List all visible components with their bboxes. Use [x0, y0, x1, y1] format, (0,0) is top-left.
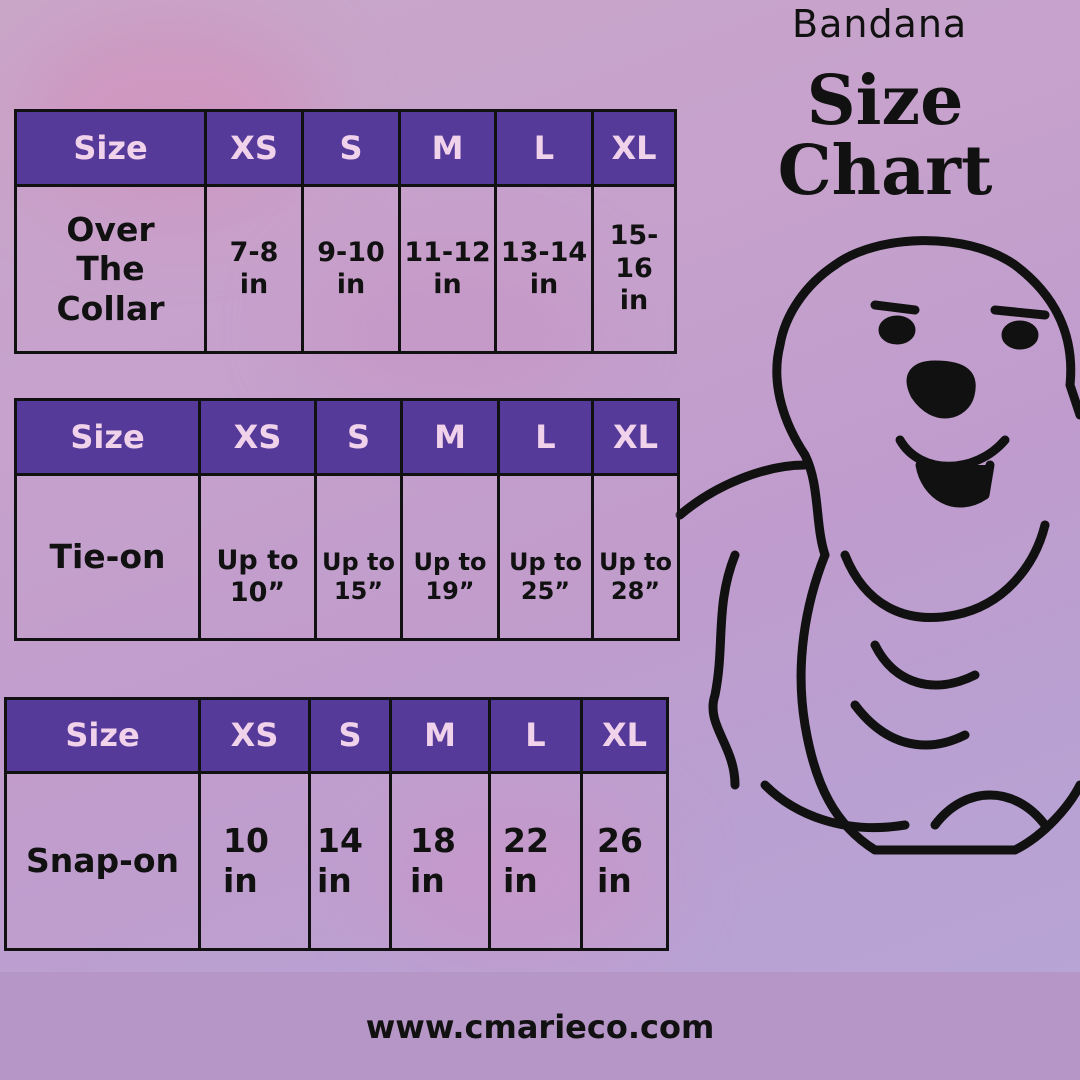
- header-size: Size: [14, 109, 207, 187]
- cell-xl: Up to 28”: [591, 473, 680, 641]
- cell-m: 11-12 in: [398, 184, 497, 354]
- header-size: Size: [14, 398, 201, 476]
- header-m: M: [400, 398, 500, 476]
- header-row: Size XS S M L XL: [4, 697, 669, 774]
- header-xs: XS: [204, 109, 304, 187]
- dog-illustration: [675, 236, 1080, 855]
- cell-xl: 26 in: [580, 771, 669, 951]
- table-row: Snap-on 10 in 14 in 18 in 22 in 26 in: [4, 771, 669, 951]
- footer-band: www.cmarieco.com: [0, 972, 1080, 1080]
- header-xl: XL: [580, 697, 669, 774]
- title-size: Size: [806, 61, 964, 141]
- header-xl: XL: [591, 398, 680, 476]
- cell-s: 9-10 in: [301, 184, 401, 354]
- header-l: L: [488, 697, 583, 774]
- cell-m: 18 in: [389, 771, 491, 951]
- table-row: Tie-on Up to 10” Up to 15” Up to 19” Up to 2…: [14, 473, 680, 641]
- header-xl: XL: [591, 109, 677, 187]
- cell-xs: Up to 10”: [198, 473, 317, 641]
- over-the-collar-table: Size XS S M L XL Over The Collar 7-8 in 9-1…: [14, 109, 677, 354]
- tie-on-table: Size XS S M L XL Tie-on Up to 10” Up to 15…: [14, 398, 680, 641]
- header-m: M: [398, 109, 497, 187]
- header-l: L: [494, 109, 594, 187]
- cell-l: 13-14 in: [494, 184, 594, 354]
- cell-l: Up to 25”: [497, 473, 594, 641]
- row-label: Tie-on: [14, 473, 201, 641]
- title-chart: Chart: [777, 131, 993, 211]
- table-row: Over The Collar 7-8 in 9-10 in 11-12 in 13-14…: [14, 184, 677, 354]
- cell-s: 14 in: [308, 771, 392, 951]
- header-row: Size XS S M L XL: [14, 398, 680, 476]
- header-xs: XS: [198, 398, 317, 476]
- header-xs: XS: [198, 697, 311, 774]
- header-size: Size: [4, 697, 201, 774]
- header-s: S: [301, 109, 401, 187]
- header-l: L: [497, 398, 594, 476]
- header-s: S: [308, 697, 392, 774]
- cell-xl: 15-16 in: [591, 184, 677, 354]
- cell-l: 22 in: [488, 771, 583, 951]
- cell-xs: 7-8 in: [204, 184, 304, 354]
- snap-on-table: Size XS S M L XL Snap-on 10 in 14 in 18 in …: [4, 697, 669, 951]
- row-label: Snap-on: [4, 771, 201, 951]
- header-row: Size XS S M L XL: [14, 109, 677, 187]
- cell-s: Up to 15”: [314, 473, 403, 641]
- title-bandana: Bandana: [792, 2, 968, 46]
- cell-m: Up to 19”: [400, 473, 500, 641]
- title-size-chart: Size Chart: [775, 66, 995, 206]
- website-url[interactable]: www.cmarieco.com: [365, 1008, 715, 1046]
- row-label: Over The Collar: [14, 184, 207, 354]
- header-m: M: [389, 697, 491, 774]
- cell-xs: 10 in: [198, 771, 311, 951]
- header-s: S: [314, 398, 403, 476]
